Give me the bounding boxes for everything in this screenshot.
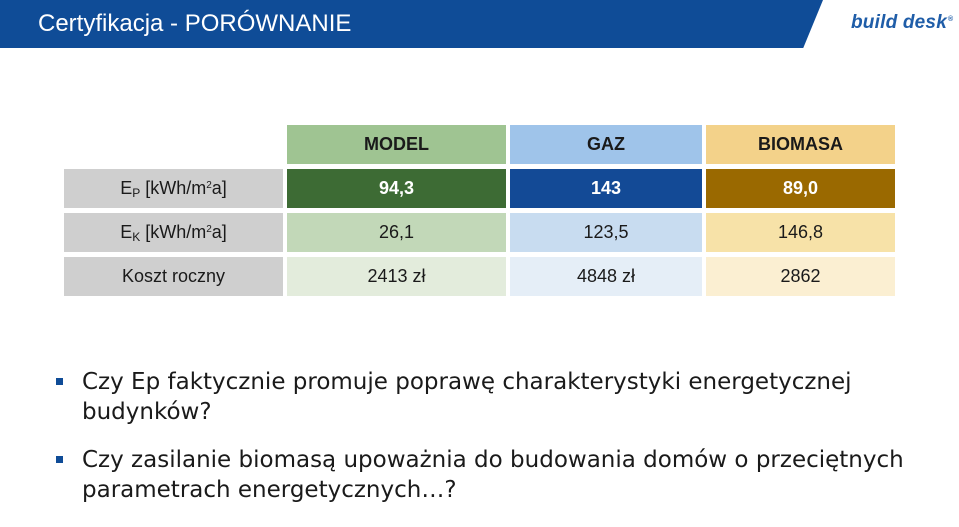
label-unit-pre: [kWh/m <box>140 177 207 198</box>
builddesk-logo: build desk® <box>851 12 953 34</box>
label-unit-sup: 2 <box>206 179 212 191</box>
column-header-gaz: GAZ <box>510 125 702 164</box>
cell-ep-gaz: 143 <box>510 169 702 208</box>
bullet-list: Czy Ep faktycznie promuje poprawę charak… <box>56 367 946 523</box>
bullet-text: Czy zasilanie biomasą upoważnia do budow… <box>82 447 904 503</box>
row-label-ek: EK [kWh/m2a] <box>64 213 283 252</box>
bullet-item: Czy Ep faktycznie promuje poprawę charak… <box>56 367 946 427</box>
bullet-square-icon <box>56 378 63 385</box>
column-header-biomasa: BIOMASA <box>706 125 895 164</box>
label-subscript: K <box>132 229 141 244</box>
label-unit-sup: 2 <box>206 223 212 235</box>
table-row-koszt: Koszt roczny 2413 zł 4848 zł 2862 <box>64 257 895 296</box>
table-row-ek: EK [kWh/m2a] 26,1 123,5 146,8 <box>64 213 895 252</box>
bullet-text: Czy Ep faktycznie promuje poprawę charak… <box>82 369 852 425</box>
logo-text: build desk <box>851 12 947 33</box>
slide-title: Certyfikacja - PORÓWNANIE <box>38 10 352 37</box>
cell-ek-model: 26,1 <box>287 213 506 252</box>
cell-ep-model: 94,3 <box>287 169 506 208</box>
header-empty-cell <box>64 125 283 164</box>
table-row-ep: EP [kWh/m2a] 94,3 143 89,0 <box>64 169 895 208</box>
comparison-table: MODEL GAZ BIOMASA EP [kWh/m2a] 94,3 143 … <box>60 120 899 301</box>
label-main: E <box>120 177 133 198</box>
cell-koszt-model: 2413 zł <box>287 257 506 296</box>
cell-ep-biomasa: 89,0 <box>706 169 895 208</box>
cell-koszt-gaz: 4848 zł <box>510 257 702 296</box>
label-subscript: P <box>132 185 141 200</box>
label-unit-post: a] <box>211 177 227 198</box>
label-unit-pre: [kWh/m <box>140 221 207 242</box>
table-header-row: MODEL GAZ BIOMASA <box>64 125 895 164</box>
label-main: E <box>120 221 133 242</box>
cell-ek-gaz: 123,5 <box>510 213 702 252</box>
column-header-model: MODEL <box>287 125 506 164</box>
label-unit-post: a] <box>211 221 227 242</box>
title-bar <box>0 0 823 48</box>
row-label-koszt: Koszt roczny <box>64 257 283 296</box>
bullet-item: Czy zasilanie biomasą upoważnia do budow… <box>56 445 946 505</box>
logo-registered-mark: ® <box>947 15 954 23</box>
cell-ek-biomasa: 146,8 <box>706 213 895 252</box>
bullet-square-icon <box>56 456 63 463</box>
row-label-ep: EP [kWh/m2a] <box>64 169 283 208</box>
cell-koszt-biomasa: 2862 <box>706 257 895 296</box>
